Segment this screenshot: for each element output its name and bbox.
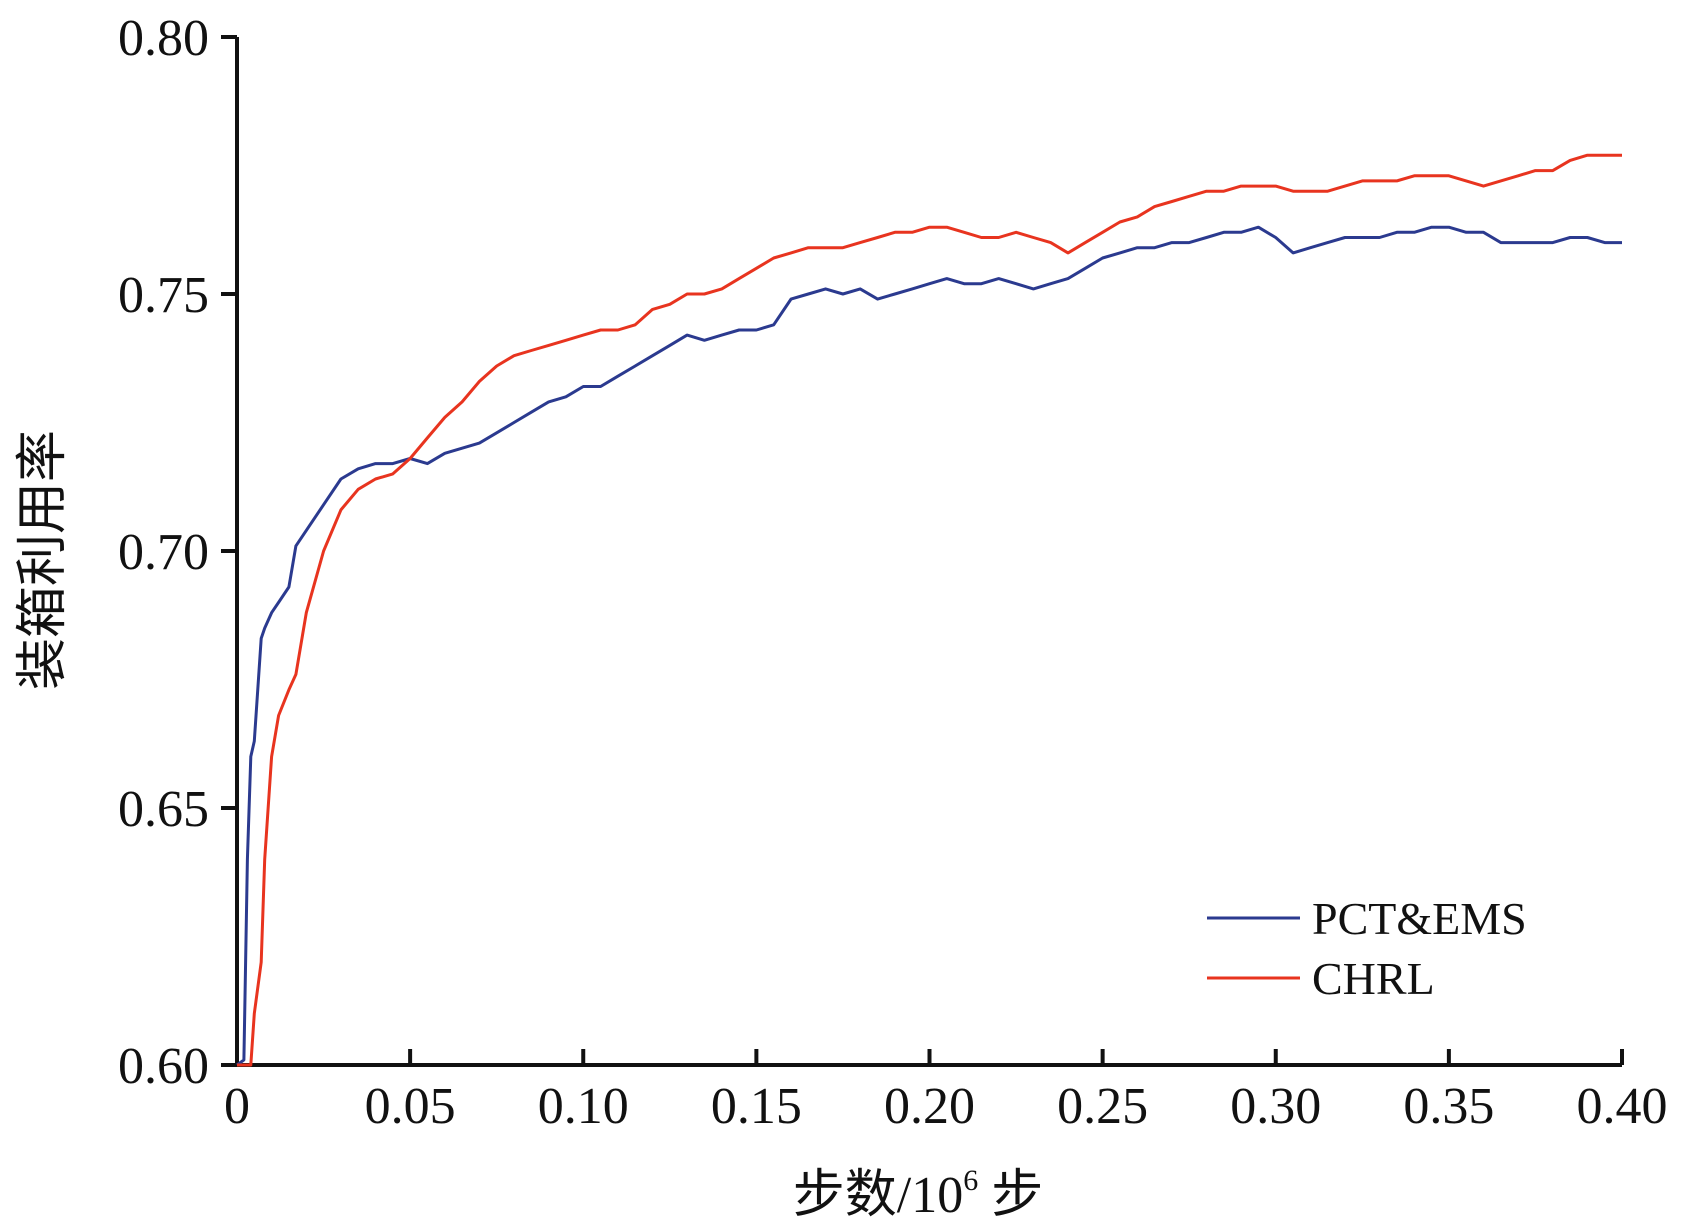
y-tick-label: 0.75	[118, 267, 209, 324]
x-tick-label: 0.20	[884, 1078, 975, 1135]
x-tick-label: 0.05	[365, 1078, 456, 1135]
legend-label-chrl: CHRL	[1312, 953, 1435, 1004]
legend: PCT&EMS CHRL	[1207, 893, 1527, 1004]
x-tick-label: 0.40	[1577, 1078, 1668, 1135]
y-axis-title: 装箱利用率	[15, 430, 72, 690]
series-line-chrl	[237, 153, 1622, 1067]
x-tick-label: 0.15	[711, 1078, 802, 1135]
y-tick-label: 0.65	[118, 781, 209, 838]
legend-label-pct-ems: PCT&EMS	[1312, 893, 1527, 944]
x-tick-label: 0.30	[1230, 1078, 1321, 1135]
x-tick-label: 0.25	[1057, 1078, 1148, 1135]
y-tick-label: 0.60	[118, 1038, 209, 1095]
x-axis-title-exponent: 6	[963, 1164, 978, 1197]
x-axis-title-suffix: 步	[978, 1167, 1043, 1224]
series-lines	[236, 153, 1622, 1067]
x-tick-label: 0.10	[538, 1078, 629, 1135]
series-line-pct-ems	[236, 225, 1622, 1067]
x-tick-label: 0.35	[1403, 1078, 1494, 1135]
x-axis-title-prefix: 步数/10	[793, 1167, 963, 1224]
x-axis-title: 步数/106 步	[793, 1164, 1043, 1224]
axes	[221, 35, 1624, 1067]
y-tick-label: 0.70	[118, 524, 209, 581]
x-tick-label: 0	[224, 1078, 250, 1135]
y-tick-label: 0.80	[118, 10, 209, 67]
tick-labels: 0.60 0.65 0.70 0.75 0.80 0 0.05 0.10 0.15 0.20 0.2…	[118, 10, 1668, 1135]
